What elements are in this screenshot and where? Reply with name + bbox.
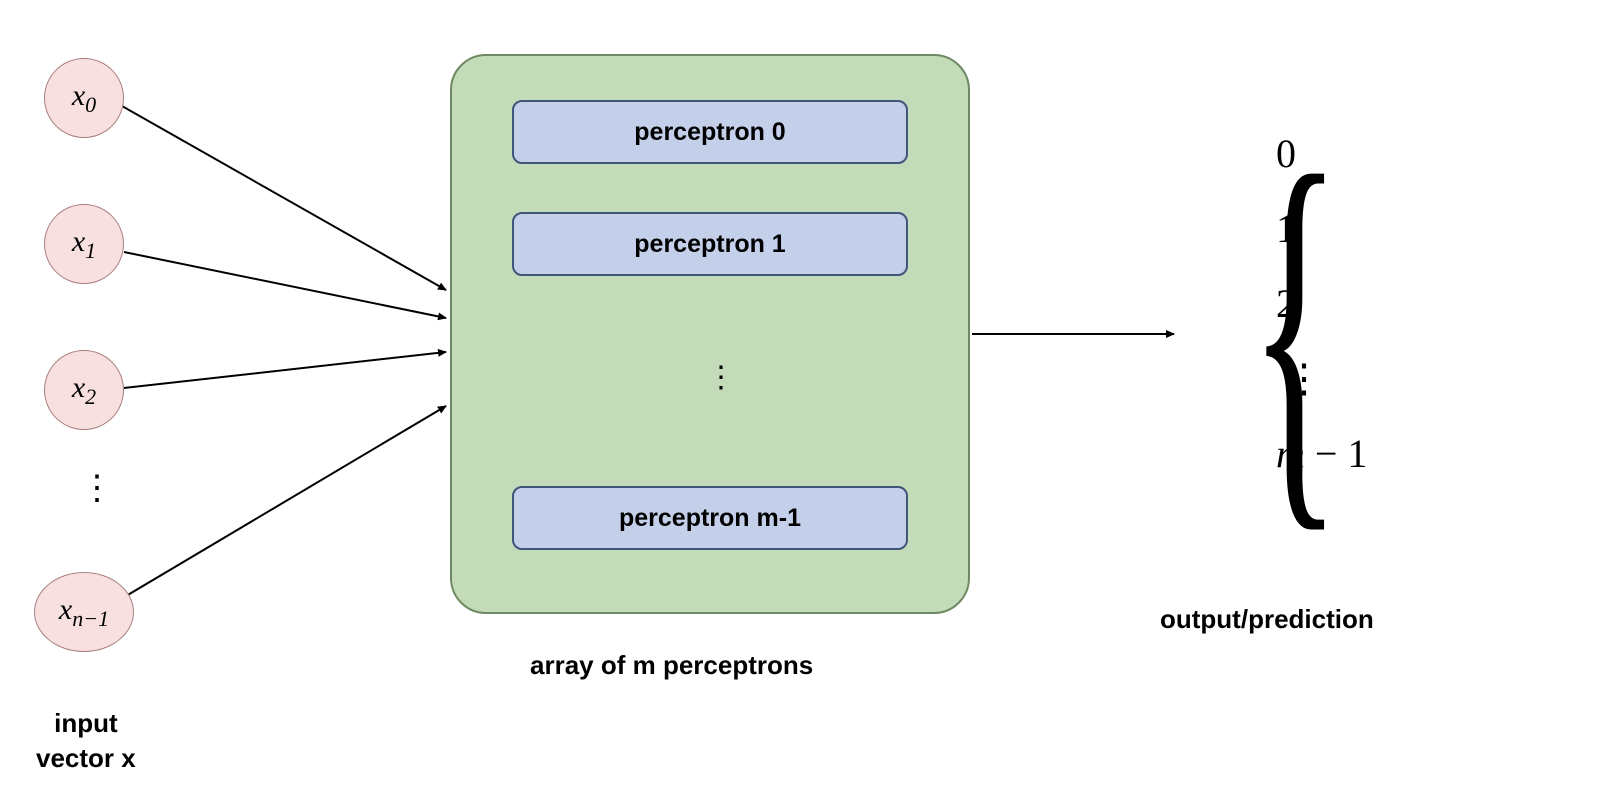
input-ellipsis: ⋮ xyxy=(80,480,114,497)
output-ellipsis: ⋮ xyxy=(1276,355,1324,402)
input-node-label: x1 xyxy=(72,227,96,262)
arrow xyxy=(122,106,446,290)
perceptron-box-2: perceptron m-1 xyxy=(512,486,908,550)
input-node-x0: x0 xyxy=(44,58,124,138)
input-node-label: x2 xyxy=(72,373,96,408)
input-node-x2: x2 xyxy=(44,350,124,430)
perceptron-ellipsis: ⋮ xyxy=(706,370,736,385)
input-caption: inputvector x xyxy=(36,706,136,776)
perceptron-caption: array of m perceptrons xyxy=(530,648,813,683)
perceptron-box-label: perceptron m-1 xyxy=(619,504,801,533)
input-node-x1: x1 xyxy=(44,204,124,284)
arrow xyxy=(124,352,446,388)
output-list: 0 1 2 ⋮ m − 1 xyxy=(1276,130,1367,477)
output-caption: output/prediction xyxy=(1160,602,1374,637)
output-item-1: 1 xyxy=(1276,205,1296,252)
output-item-4: m − 1 xyxy=(1276,430,1367,477)
input-node-label: x0 xyxy=(72,81,96,116)
arrow xyxy=(126,406,446,596)
perceptron-box-0: perceptron 0 xyxy=(512,100,908,164)
output-item-0: 0 xyxy=(1276,130,1296,177)
arrow xyxy=(124,252,446,318)
output-item-2: 2 xyxy=(1276,280,1296,327)
input-node-xn1: xn−1 xyxy=(34,572,134,652)
perceptron-box-1: perceptron 1 xyxy=(512,212,908,276)
perceptron-box-label: perceptron 0 xyxy=(634,118,785,147)
input-node-label: xn−1 xyxy=(59,595,109,630)
perceptron-box-label: perceptron 1 xyxy=(634,230,785,259)
